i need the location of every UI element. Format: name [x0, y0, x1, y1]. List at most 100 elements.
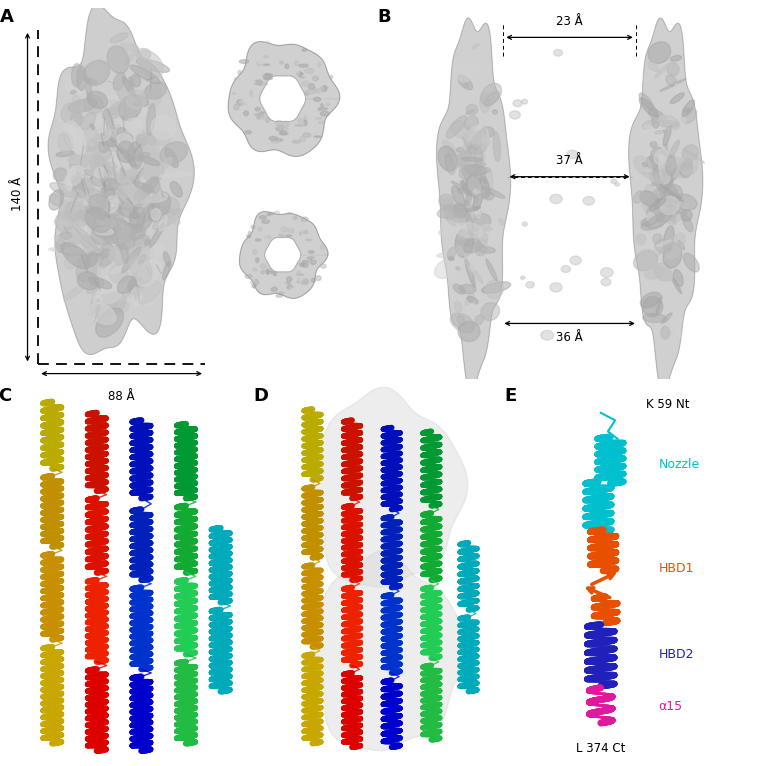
Polygon shape	[314, 387, 468, 588]
Ellipse shape	[255, 114, 264, 116]
Ellipse shape	[269, 136, 277, 140]
Ellipse shape	[303, 260, 309, 264]
Ellipse shape	[120, 148, 136, 167]
Ellipse shape	[679, 155, 698, 175]
Ellipse shape	[129, 77, 134, 86]
Ellipse shape	[70, 112, 82, 126]
Ellipse shape	[245, 130, 251, 134]
Ellipse shape	[91, 176, 104, 186]
Ellipse shape	[463, 178, 481, 191]
Ellipse shape	[287, 277, 292, 281]
Ellipse shape	[281, 228, 288, 232]
Ellipse shape	[250, 81, 255, 83]
Ellipse shape	[444, 205, 465, 221]
Ellipse shape	[448, 151, 472, 171]
Ellipse shape	[115, 168, 126, 198]
Ellipse shape	[101, 274, 121, 293]
Ellipse shape	[450, 313, 475, 332]
Ellipse shape	[91, 117, 106, 133]
Ellipse shape	[456, 148, 464, 152]
Ellipse shape	[238, 70, 241, 75]
Text: E: E	[504, 387, 517, 404]
Ellipse shape	[667, 179, 672, 190]
Ellipse shape	[261, 270, 265, 274]
Ellipse shape	[469, 264, 476, 271]
Ellipse shape	[76, 177, 94, 193]
Ellipse shape	[454, 302, 462, 312]
Ellipse shape	[601, 278, 611, 286]
Ellipse shape	[310, 260, 316, 264]
Ellipse shape	[78, 272, 99, 290]
Ellipse shape	[130, 205, 145, 228]
Ellipse shape	[653, 168, 668, 194]
Ellipse shape	[91, 255, 102, 266]
Ellipse shape	[65, 177, 72, 191]
Ellipse shape	[318, 108, 321, 111]
Ellipse shape	[309, 83, 315, 90]
Ellipse shape	[70, 90, 76, 94]
Ellipse shape	[244, 80, 247, 84]
Ellipse shape	[457, 188, 469, 194]
Ellipse shape	[652, 182, 655, 185]
Ellipse shape	[121, 198, 141, 221]
Ellipse shape	[681, 108, 696, 123]
Ellipse shape	[481, 303, 500, 320]
Ellipse shape	[660, 180, 666, 201]
Ellipse shape	[484, 91, 499, 106]
Ellipse shape	[116, 171, 142, 185]
Ellipse shape	[254, 286, 259, 288]
Ellipse shape	[321, 103, 323, 107]
Polygon shape	[437, 18, 511, 391]
Ellipse shape	[280, 131, 287, 135]
Ellipse shape	[457, 150, 475, 169]
Ellipse shape	[130, 227, 146, 240]
Ellipse shape	[49, 247, 83, 252]
Ellipse shape	[136, 48, 151, 60]
Ellipse shape	[449, 265, 454, 286]
Ellipse shape	[463, 233, 488, 253]
Ellipse shape	[666, 75, 677, 87]
Ellipse shape	[92, 215, 119, 238]
Ellipse shape	[171, 182, 182, 197]
Text: Nozzle: Nozzle	[658, 458, 700, 471]
Ellipse shape	[140, 192, 151, 212]
Ellipse shape	[322, 86, 327, 91]
Ellipse shape	[303, 279, 309, 283]
Ellipse shape	[583, 196, 594, 205]
Ellipse shape	[267, 214, 271, 215]
Ellipse shape	[295, 125, 303, 126]
Ellipse shape	[644, 65, 656, 83]
Ellipse shape	[649, 198, 666, 211]
Ellipse shape	[442, 198, 456, 213]
Ellipse shape	[671, 203, 689, 221]
Ellipse shape	[117, 134, 133, 145]
Ellipse shape	[305, 68, 314, 74]
Ellipse shape	[263, 64, 270, 65]
Ellipse shape	[84, 96, 104, 113]
Ellipse shape	[647, 213, 655, 223]
Ellipse shape	[110, 205, 120, 214]
Ellipse shape	[123, 77, 136, 97]
Ellipse shape	[655, 64, 669, 78]
Ellipse shape	[314, 97, 321, 101]
Ellipse shape	[458, 75, 472, 90]
Ellipse shape	[128, 277, 143, 294]
Ellipse shape	[87, 91, 107, 109]
Ellipse shape	[112, 302, 129, 315]
Ellipse shape	[115, 211, 123, 242]
Text: A: A	[1, 8, 14, 25]
Ellipse shape	[73, 225, 97, 247]
Ellipse shape	[103, 110, 114, 133]
Ellipse shape	[162, 158, 172, 169]
Ellipse shape	[116, 187, 142, 206]
Ellipse shape	[138, 155, 160, 165]
Ellipse shape	[131, 288, 143, 306]
Ellipse shape	[615, 182, 620, 186]
Ellipse shape	[462, 169, 482, 190]
Ellipse shape	[451, 121, 470, 139]
Ellipse shape	[79, 247, 93, 255]
Ellipse shape	[134, 185, 152, 201]
Ellipse shape	[671, 93, 684, 103]
Ellipse shape	[72, 170, 85, 198]
Ellipse shape	[493, 132, 501, 162]
